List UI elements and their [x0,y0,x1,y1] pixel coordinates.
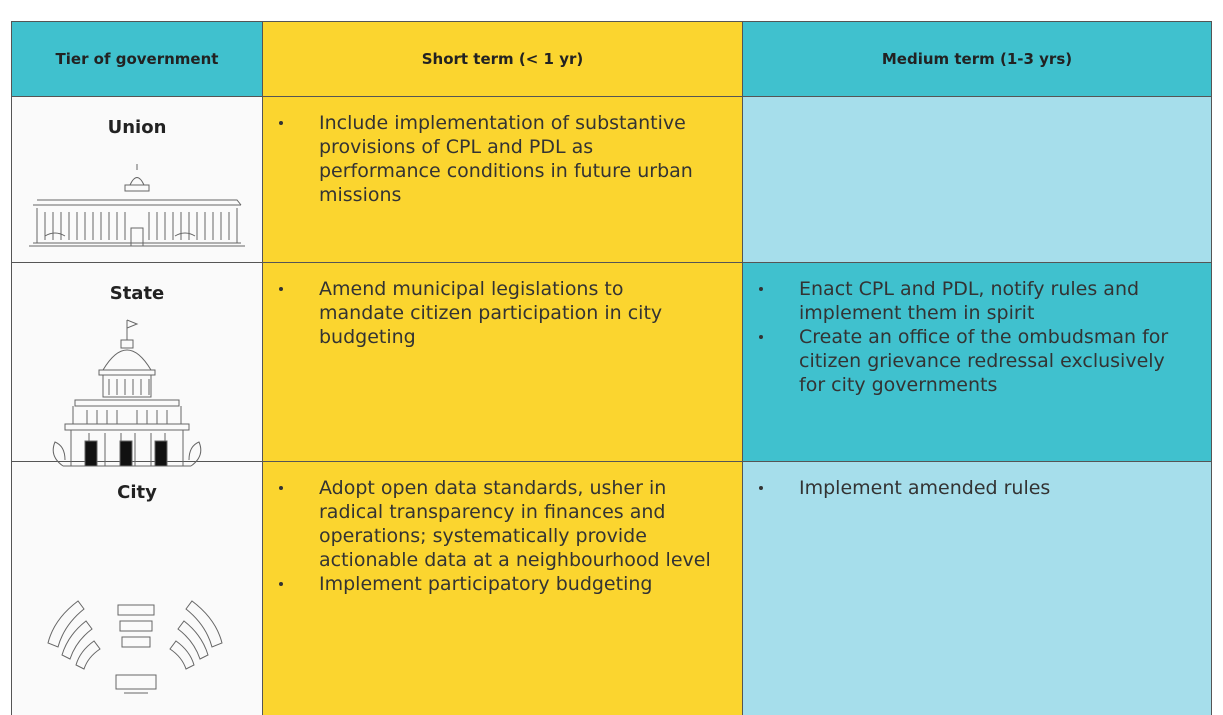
bullet-text: Amend municipal legislations to mandate … [319,278,663,348]
bullet-text: Enact CPL and PDL, notify rules and impl… [799,278,1140,324]
bullet-list: Implement amended rules [743,462,1211,500]
capitol-icon [52,319,202,467]
header-cell: Short term (< 1 yr) [263,21,743,97]
bullet-text: Implement participatory budgeting [319,573,653,595]
bullet-dot [759,486,763,490]
bullet-dot [279,486,283,490]
bullet-list: Amend municipal legislations to mandate … [263,263,742,349]
medium-term-cell: Implement amended rules [743,462,1212,715]
bullet-item: Implement amended rules [757,476,1181,500]
bullet-item: Create an office of the ombudsman for ci… [757,325,1181,397]
bullet-list: Enact CPL and PDL, notify rules and impl… [743,263,1211,397]
bullet-list: Include implementation of substantive pr… [263,97,742,207]
bullet-text: Implement amended rules [799,477,1051,499]
short-term-cell: Amend municipal legislations to mandate … [263,263,743,462]
tier-cell: State [11,263,263,462]
bullet-item: Adopt open data standards, usher in radi… [277,476,712,572]
header-cell: Medium term (1-3 yrs) [743,21,1212,97]
bullet-item: Amend municipal legislations to mandate … [277,277,712,349]
bullet-dot [759,287,763,291]
header-cell: Tier of government [11,21,263,97]
bullet-item: Enact CPL and PDL, notify rules and impl… [757,277,1181,325]
bullet-dot [279,287,283,291]
bullet-text: Create an office of the ombudsman for ci… [799,326,1169,396]
bullet-item: Implement participatory budgeting [277,572,712,596]
tier-cell: City [11,462,263,715]
bullet-dot [279,582,283,586]
short-term-cell: Adopt open data standards, usher in radi… [263,462,743,715]
parliament-icon [29,164,245,247]
bullet-text: Adopt open data standards, usher in radi… [319,477,711,571]
council-seating-icon [47,600,223,694]
medium-term-cell: Enact CPL and PDL, notify rules and impl… [743,263,1212,462]
bullet-dot [279,121,283,125]
bullet-list: Adopt open data standards, usher in radi… [263,462,742,596]
short-term-cell: Include implementation of substantive pr… [263,97,743,263]
bullet-dot [759,335,763,339]
bullet-item: Include implementation of substantive pr… [277,111,712,207]
bullet-text: Include implementation of substantive pr… [319,112,693,206]
medium-term-cell [743,97,1212,263]
